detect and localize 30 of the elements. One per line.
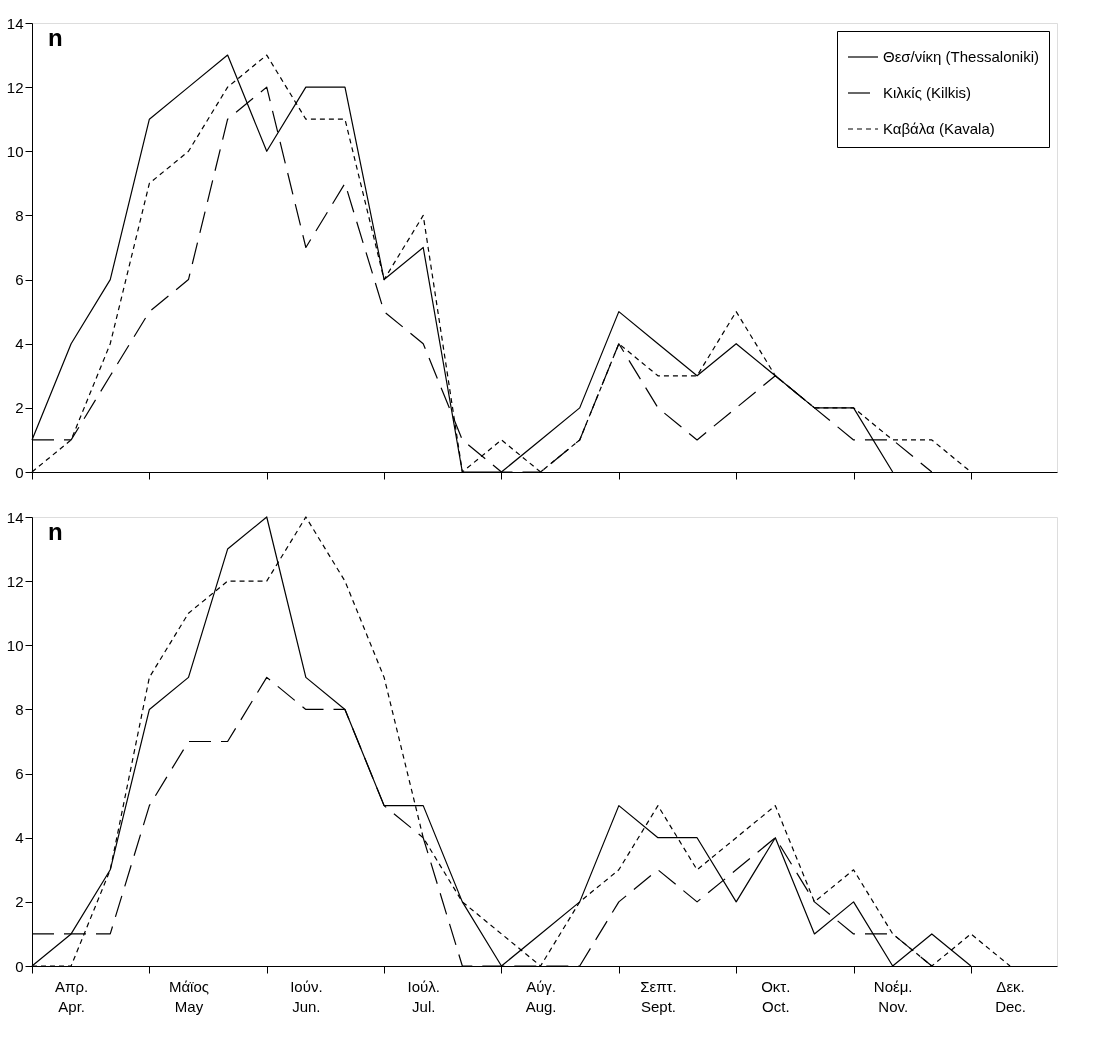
y-tick-label: 4	[15, 829, 24, 847]
x-tick-label: Απρ. Apr.	[55, 977, 89, 1015]
x-tick-label: Ιούν. Jun.	[290, 977, 323, 1015]
legend-label: Καβάλα (Kavala)	[883, 120, 995, 137]
y-tick-label: 4	[15, 335, 24, 353]
y-axis-title: n	[48, 24, 63, 51]
x-tick-label: Μάϊος May	[168, 977, 210, 1015]
y-tick-label: 10	[6, 636, 24, 654]
y-tick-label: 0	[15, 463, 24, 481]
y-tick-label: 0	[15, 957, 24, 975]
y-tick-label: 6	[15, 765, 24, 783]
x-tick-label: Νοέμ. Nov.	[873, 977, 913, 1015]
y-tick-label: 8	[15, 206, 24, 224]
y-tick-label: 14	[6, 508, 24, 526]
x-tick-label: Αύγ. Aug.	[525, 977, 557, 1015]
legend-label: Κιλκίς (Kilkis)	[883, 84, 972, 101]
y-tick-label: 10	[6, 142, 24, 160]
y-tick-label: 12	[6, 572, 24, 590]
y-axis-title: n	[48, 518, 63, 545]
y-tick-label: 2	[15, 893, 24, 911]
y-tick-label: 12	[6, 78, 24, 96]
y-tick-label: 8	[15, 700, 24, 718]
x-tick-label: Δεκ. Dec.	[995, 977, 1026, 1015]
y-tick-label: 6	[15, 271, 24, 289]
x-tick-label: Ιούλ. Jul.	[407, 977, 440, 1015]
y-tick-label: 14	[6, 14, 24, 32]
x-tick-label: Σεπτ. Sept.	[640, 977, 677, 1015]
legend-label: Θεσ/νίκη (Thessaloniki)	[883, 48, 1039, 65]
y-tick-label: 2	[15, 399, 24, 417]
x-tick-label: Οκτ. Oct.	[761, 977, 791, 1015]
